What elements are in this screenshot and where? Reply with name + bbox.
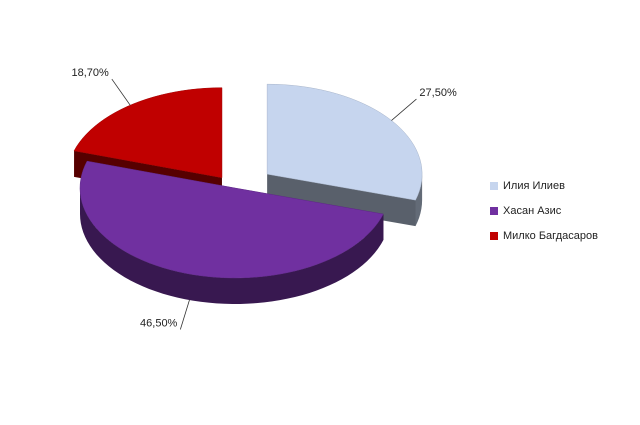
legend-swatch — [490, 182, 498, 190]
slice — [73, 87, 223, 179]
legend-label: Милко Багдасаров — [503, 230, 598, 242]
slice-side — [80, 188, 384, 304]
legend-swatch — [490, 232, 498, 240]
data-label: 18,70% — [72, 67, 110, 79]
leader-line — [111, 78, 131, 106]
slice-side — [415, 174, 423, 227]
data-label: 27,50% — [419, 87, 457, 99]
slice — [79, 160, 384, 279]
legend-label: Илия Илиев — [503, 180, 565, 192]
slice — [266, 83, 423, 201]
leader-line — [179, 299, 190, 330]
legend-swatch — [490, 207, 498, 215]
legend-label: Хасан Азис — [503, 205, 562, 217]
data-label: 46,50% — [140, 317, 178, 329]
leader-line — [391, 98, 417, 121]
